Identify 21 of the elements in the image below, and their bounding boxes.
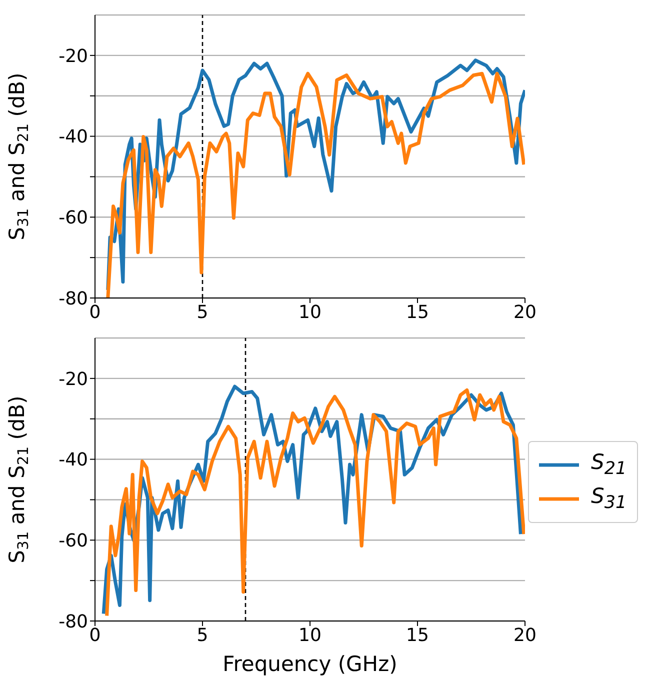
y-tick-label: -80: [58, 288, 88, 310]
x-tick-label: 15: [406, 624, 429, 646]
y-tick-label: -20: [58, 368, 88, 390]
x-tick-label: 5: [196, 624, 208, 646]
y-tick-label: -60: [58, 530, 88, 552]
y-tick-label: -40: [58, 126, 88, 148]
x-tick-label: 10: [298, 302, 322, 323]
x-tick-label: 20: [514, 624, 536, 646]
y-tick-label: -60: [58, 208, 88, 229]
x-axis-title: Frequency (GHz): [222, 652, 398, 676]
x-tick-label: 5: [196, 302, 208, 323]
x-tick-label: 15: [406, 302, 429, 323]
legend-label: S$_{31}$: [591, 484, 627, 514]
legend-label: S$_{21}$: [591, 450, 627, 480]
y-tick-label: -20: [58, 46, 88, 67]
x-tick-label: 20: [514, 302, 536, 323]
y-tick-label: -80: [58, 611, 88, 632]
y-tick-label: -40: [58, 450, 88, 471]
x-tick-label: 0: [89, 624, 101, 646]
x-tick-label: 10: [298, 624, 322, 646]
x-tick-label: 0: [89, 302, 101, 323]
